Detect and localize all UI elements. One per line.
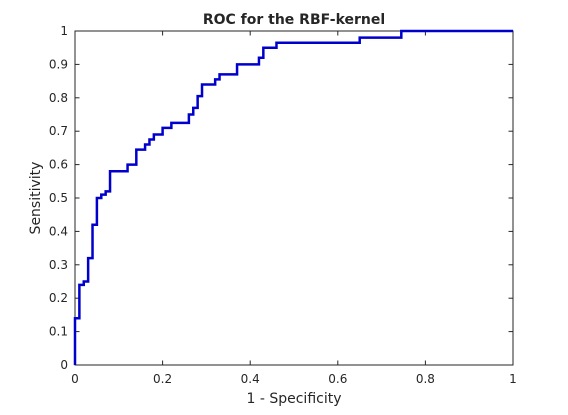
x-tick-label: 0.8 [416, 372, 435, 386]
x-axis-ticks: 0 0.2 0.4 0.6 0.8 1 [71, 31, 517, 386]
y-tick-label: 0 [60, 358, 68, 372]
y-tick-label: 0.1 [49, 325, 68, 339]
y-tick-label: 1 [60, 24, 68, 38]
y-tick-label: 0.3 [49, 258, 68, 272]
x-axis-label: 1 - Specificity [246, 391, 341, 407]
y-tick-label: 0.2 [49, 291, 68, 305]
axes-box [74, 30, 514, 366]
series-line-roc [73, 29, 513, 365]
x-tick-label: 0.6 [328, 372, 347, 386]
y-axis-label: Sensitivity [28, 162, 44, 235]
x-tick-label: 0.4 [241, 372, 260, 386]
y-tick-label: 0.8 [49, 91, 68, 105]
y-tick-label: 0.6 [49, 158, 68, 172]
x-tick-label: 0.2 [153, 372, 172, 386]
y-tick-label: 0.4 [49, 224, 68, 238]
y-tick-label: 0.9 [49, 57, 68, 71]
y-tick-label: 0.5 [49, 191, 68, 205]
chart-title: ROC for the RBF-kernel [203, 12, 385, 28]
x-tick-label: 1 [509, 372, 517, 386]
y-tick-label: 0.7 [49, 124, 68, 138]
plot-area [74, 30, 514, 366]
y-axis-ticks: 0 0.1 0.2 0.3 0.4 0.5 0.6 0.7 0.8 0.9 1 [49, 24, 513, 372]
x-tick-label: 0 [71, 372, 79, 386]
